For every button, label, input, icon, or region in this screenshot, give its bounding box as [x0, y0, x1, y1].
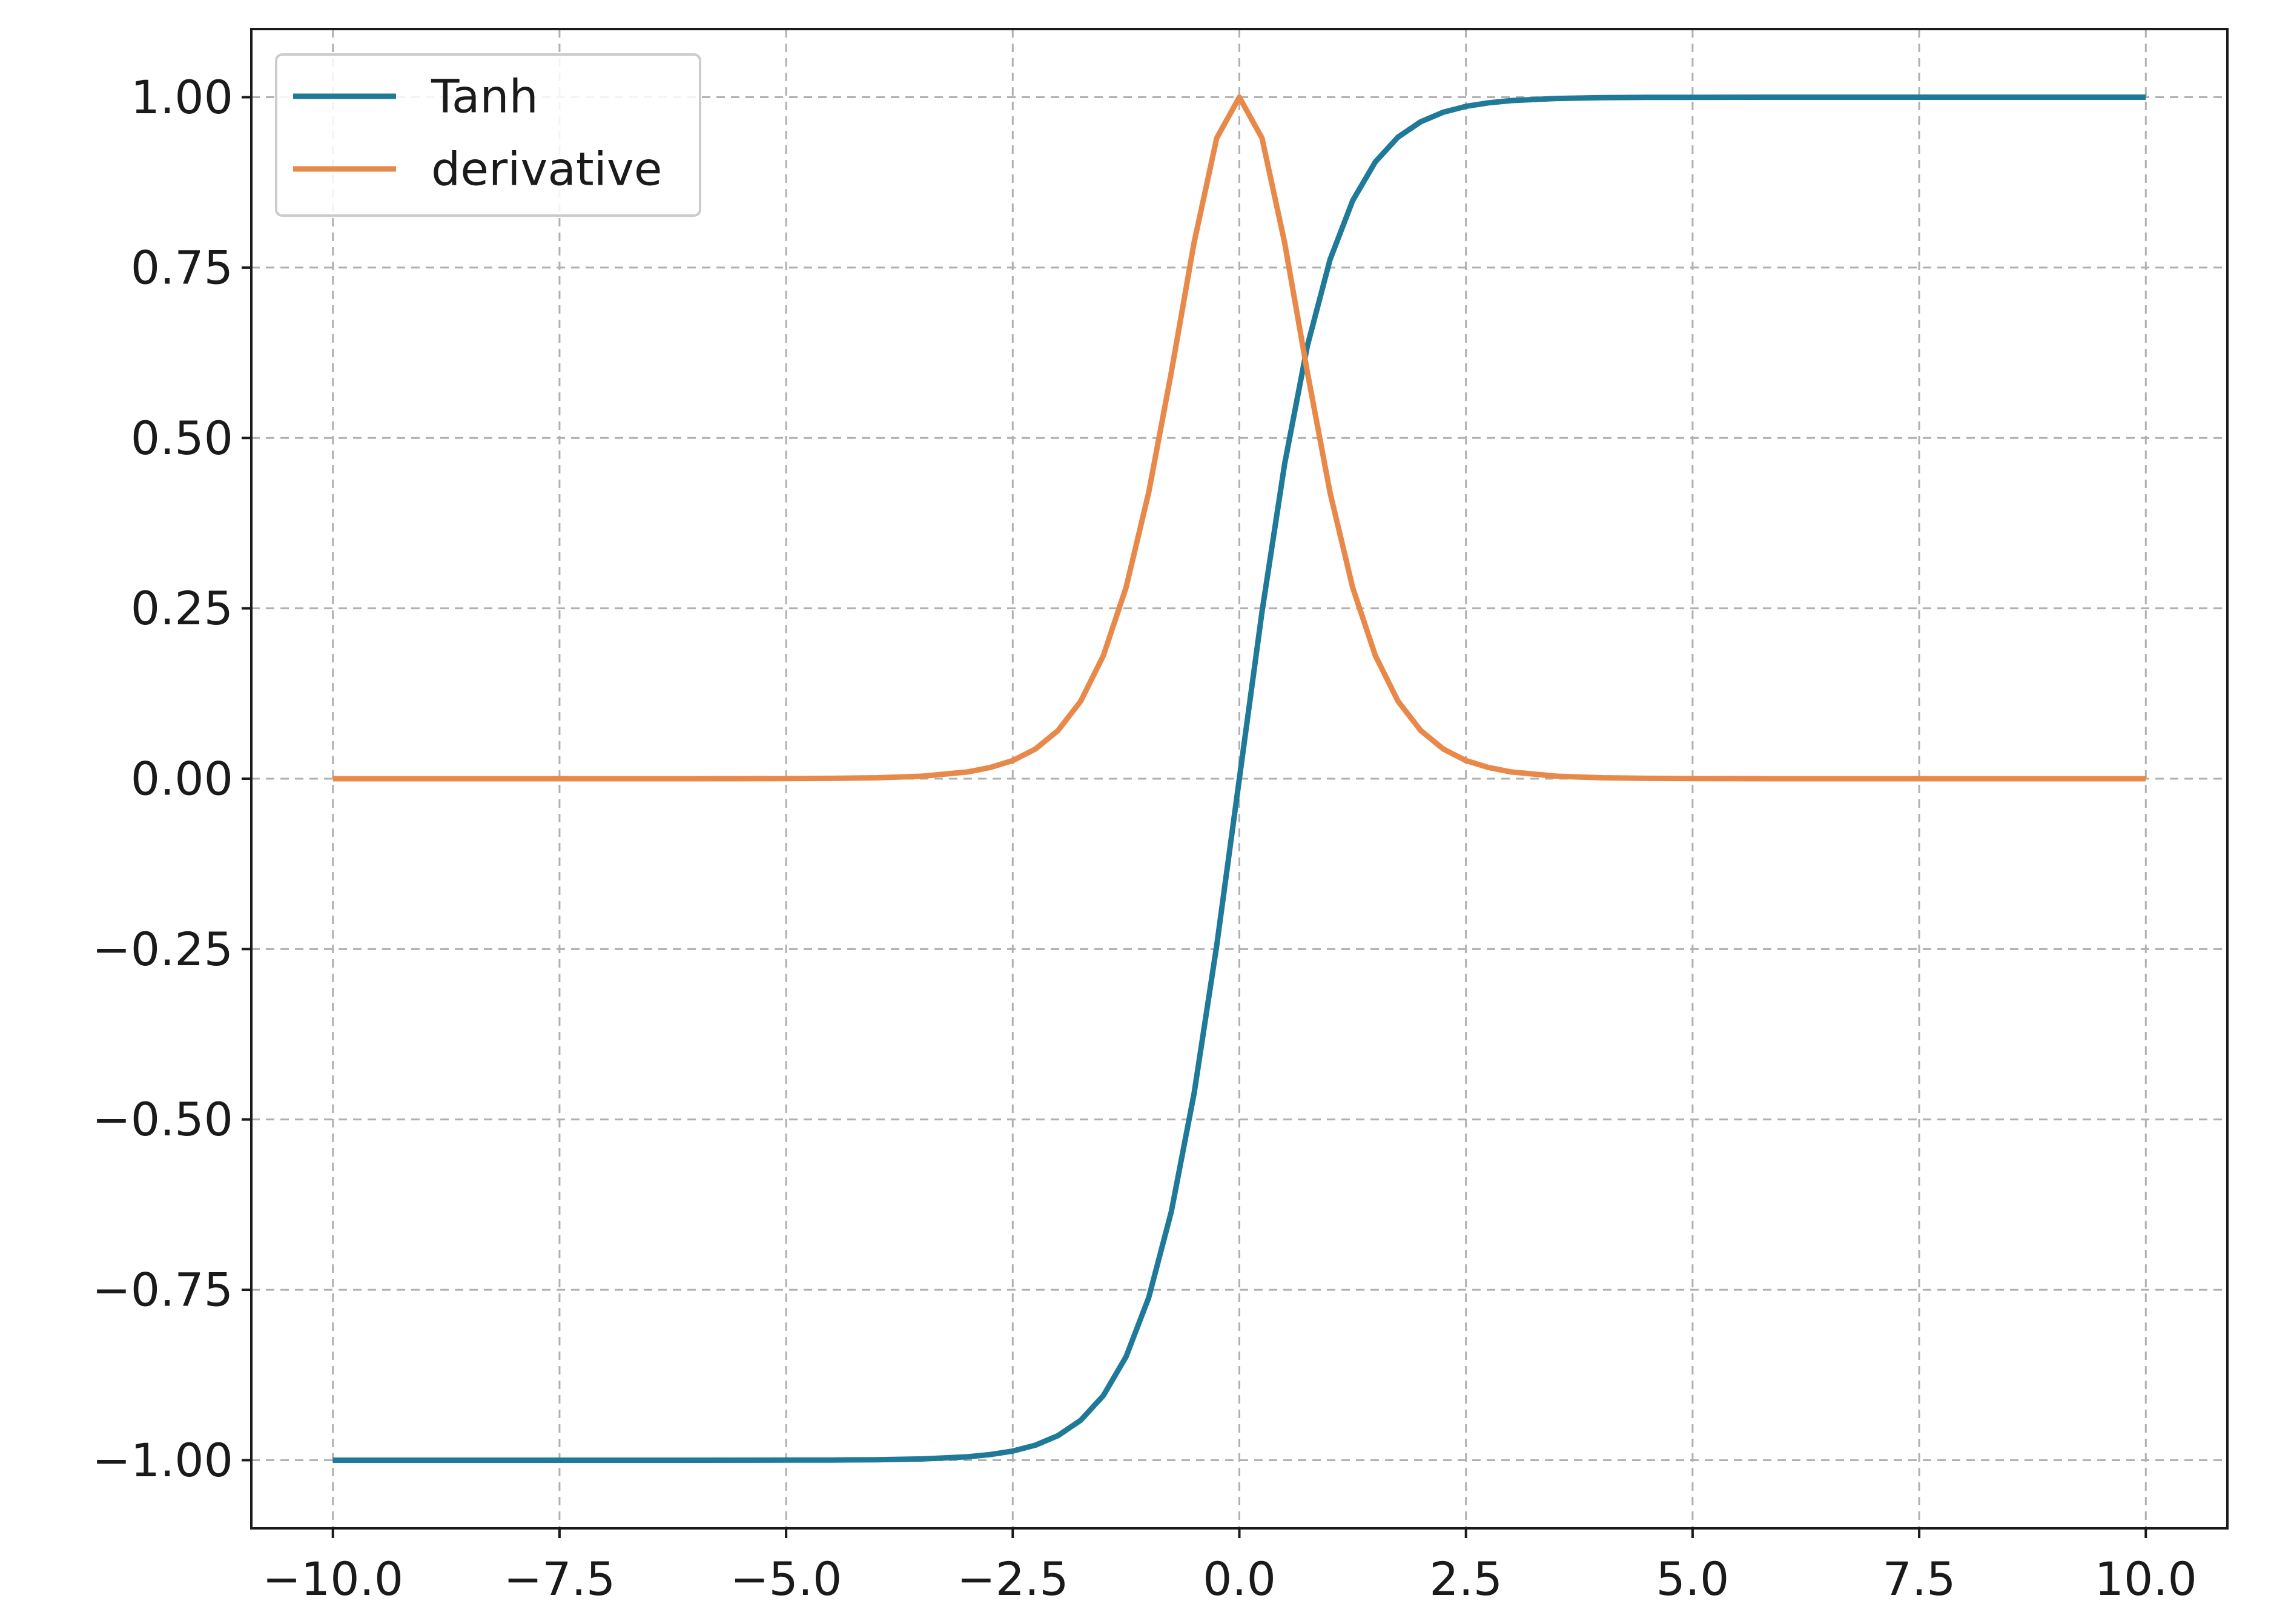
legend-label-tanh: Tanh [431, 70, 538, 124]
y-tick-label: −1.00 [92, 1433, 233, 1487]
legend-label-derivative: derivative [431, 142, 663, 196]
y-tick-label: 0.50 [131, 411, 233, 465]
y-tick-label: −0.50 [92, 1092, 233, 1146]
legend: Tanh derivative [275, 53, 701, 217]
grid-lines [251, 29, 2227, 1528]
y-tick-label: −0.25 [92, 922, 233, 976]
y-tick-label: 1.00 [131, 70, 233, 124]
x-tick-label: 2.5 [1429, 1552, 1502, 1606]
series-line-tanh [332, 94, 2146, 1463]
x-tick-label: −5.0 [730, 1552, 842, 1606]
x-tick-label: 0.0 [1203, 1552, 1276, 1606]
x-tick-label: 7.5 [1883, 1552, 1956, 1606]
y-tick-label: 0.75 [131, 240, 233, 294]
x-tick-label: −10.0 [262, 1552, 403, 1606]
x-tick-label: −7.5 [504, 1552, 616, 1606]
y-tick-label: 0.00 [131, 752, 233, 806]
x-axis: −10.0 −7.5 −5.0 −2.5 0.0 2.5 5.0 7.5 10.0 [262, 1528, 2197, 1606]
y-axis: 1.00 0.75 0.50 0.25 0.00 −0.25 −0.50 −0.75 −1.00 [92, 70, 251, 1487]
x-tick-label: 10.0 [2095, 1552, 2197, 1606]
y-tick-label: −0.75 [92, 1263, 233, 1317]
x-tick-label: 5.0 [1656, 1552, 1729, 1606]
x-tick-label: −2.5 [957, 1552, 1069, 1606]
series-line-derivative [332, 94, 2146, 782]
series-lines [332, 94, 2146, 1463]
y-tick-label: 0.25 [131, 581, 233, 635]
